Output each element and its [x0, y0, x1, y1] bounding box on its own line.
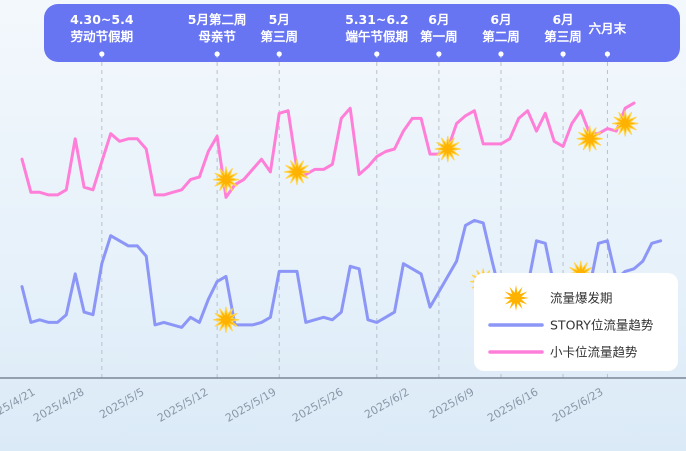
x-tick: 2025/6/23 — [550, 385, 605, 424]
event-label: 6月 — [552, 12, 573, 27]
event-label: 5月 — [269, 12, 290, 27]
event-guide-dot — [498, 51, 504, 57]
burst-marker — [576, 125, 603, 152]
event-guide-dot — [604, 51, 611, 57]
event-guides — [99, 51, 611, 378]
event-label: 母亲节 — [198, 29, 236, 44]
event-label: 六月末 — [589, 21, 627, 36]
legend-label: 小卡位流量趋势 — [550, 345, 638, 360]
x-tick-label: 2025/6/9 — [427, 385, 476, 421]
x-tick: 2025/6/2 — [362, 385, 411, 421]
event-label: 4.30~5.4 — [70, 12, 134, 27]
event-label: 第一周 — [420, 29, 458, 44]
x-tick: 2025/4/21 — [0, 385, 37, 424]
event-guide-dot — [276, 51, 282, 57]
x-tick-label: 2025/5/5 — [97, 385, 146, 421]
burst-marker — [212, 166, 240, 193]
event-guide-dot — [374, 51, 380, 57]
event-guide-dot — [436, 51, 442, 57]
x-tick-label: 2025/6/2 — [362, 385, 411, 421]
x-tick: 2025/5/26 — [290, 385, 345, 424]
event-guide-dot — [214, 51, 220, 57]
event-guide-dot — [99, 51, 105, 57]
burst-marker — [212, 306, 240, 333]
event-label: 劳动节假期 — [71, 29, 134, 44]
event-label: 5.31~6.2 — [345, 12, 408, 27]
legend-label: 流量爆发期 — [550, 291, 613, 306]
x-tick-label: 2025/6/16 — [485, 385, 540, 424]
event-label: 端午节假期 — [346, 29, 409, 44]
legend-star-icon — [503, 285, 529, 311]
x-tick: 2025/6/9 — [427, 385, 476, 421]
event-guide-dot — [560, 51, 566, 57]
event-banner — [44, 4, 680, 62]
x-tick-label: 2025/4/21 — [0, 385, 37, 424]
series-line-2 — [20, 101, 636, 199]
x-tick-label: 2025/4/28 — [31, 385, 86, 424]
x-tick: 2025/5/12 — [155, 385, 210, 424]
x-tick: 2025/6/16 — [485, 385, 540, 424]
event-label: 第三周 — [544, 29, 582, 44]
x-tick: 2025/5/19 — [223, 385, 278, 424]
x-tick-label: 2025/6/23 — [550, 385, 605, 424]
x-tick: 2025/5/5 — [97, 385, 146, 421]
event-label: 6月 — [428, 12, 449, 27]
burst-marker — [612, 110, 639, 137]
burst-marker — [283, 158, 311, 185]
event-label: 第三周 — [260, 29, 298, 44]
x-tick-label: 2025/5/19 — [223, 385, 278, 424]
burst-marker — [434, 135, 461, 163]
event-label: 第二周 — [482, 29, 520, 44]
x-tick-label: 2025/5/12 — [155, 385, 210, 424]
x-tick: 2025/4/28 — [31, 385, 86, 424]
x-tick-label: 2025/5/26 — [290, 385, 345, 424]
event-label: 5月第二周 — [188, 12, 247, 27]
legend-label: STORY位流量趋势 — [550, 318, 654, 333]
event-label: 6月 — [490, 12, 511, 27]
